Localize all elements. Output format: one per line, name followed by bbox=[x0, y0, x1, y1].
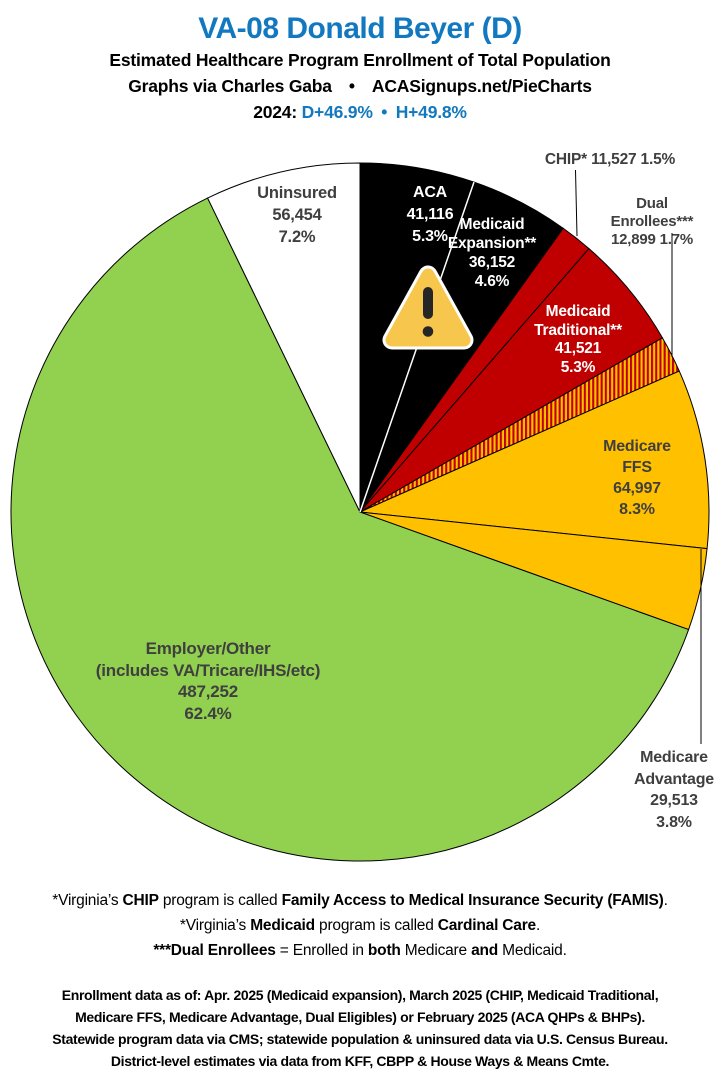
pie-slice-uninsured bbox=[206, 162, 361, 513]
footnotes: *Virginia’s CHIP program is called Famil… bbox=[0, 888, 720, 963]
footnote-medicaid: *Virginia’s Medicaid program is called C… bbox=[179, 917, 541, 934]
slice-label-medicaid-traditional: Medicaid Traditional** 41,521 5.3% bbox=[534, 303, 622, 376]
pie-slices bbox=[10, 162, 710, 862]
source-note: Enrollment data as of: Apr. 2025 (Medica… bbox=[52, 987, 668, 1069]
partisan-lean-line: 2024: D+46.9% • H+49.8% bbox=[253, 102, 467, 122]
slice-label-medicaid-expansion: Medicaid Expansion** 36,152 4.6% bbox=[447, 216, 537, 290]
footnote-chip: *Virginia’s CHIP program is called Famil… bbox=[52, 892, 668, 909]
pie-overlays bbox=[382, 169, 702, 744]
slice-label-employer-other: Employer/Other (includes VA/Tricare/IHS/… bbox=[95, 639, 321, 723]
header: VA-08 Donald Beyer (D) Estimated Healthc… bbox=[0, 10, 720, 125]
pie-slice-employer-other bbox=[10, 197, 690, 862]
slice-label-uninsured: Uninsured 56,454 7.2% bbox=[257, 184, 337, 246]
warning-icon bbox=[382, 265, 474, 350]
credit-line: Graphs via Charles Gaba • ACASignups.net… bbox=[128, 76, 592, 96]
slice-label-medicare-ffs: Medicare FFS 64,997 8.3% bbox=[603, 438, 671, 518]
page-title: VA-08 Donald Beyer (D) bbox=[198, 12, 522, 45]
slice-label-aca: ACA 41,116 5.3% bbox=[406, 184, 454, 245]
footnote-dual: ***Dual Enrollees = Enrolled in both Med… bbox=[153, 942, 567, 959]
pie-slice-medicare-ffs bbox=[358, 370, 710, 550]
slice-label-dual-enrollees: Dual Enrollees*** 12,899 1.7% bbox=[610, 195, 694, 248]
chip-leader-line bbox=[575, 169, 578, 237]
slice-label-medicare-advantage: Medicare Advantage 29,513 3.8% bbox=[634, 749, 714, 831]
slice-label-chip: CHIP* 11,527 1.5% bbox=[544, 151, 676, 168]
subtitle: Estimated Healthcare Program Enrollment … bbox=[109, 50, 611, 70]
